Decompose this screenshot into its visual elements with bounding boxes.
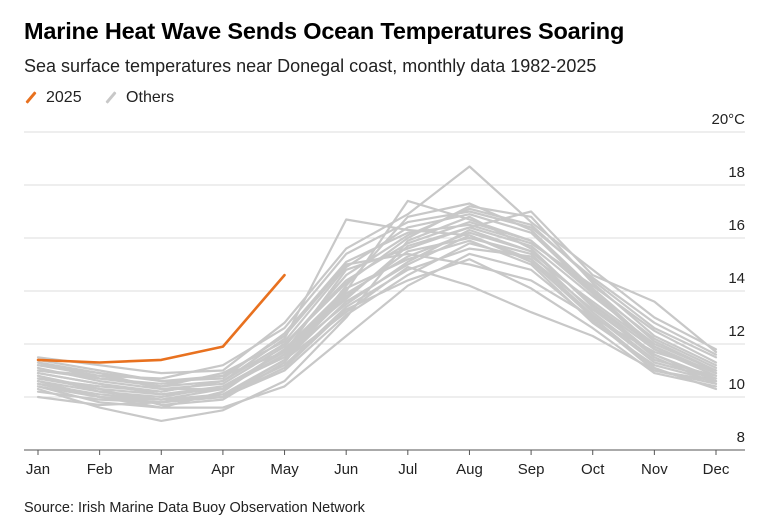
chart-title: Marine Heat Wave Sends Ocean Temperature…	[24, 18, 625, 44]
series-line-other-14	[36, 202, 718, 407]
x-tick-label-aug: Aug	[456, 461, 483, 478]
y-tick-label-12: 12	[728, 323, 745, 340]
x-tick-label-jan: Jan	[26, 461, 50, 478]
legend-item-others: Others	[104, 89, 174, 107]
legend: 2025 Others	[24, 86, 192, 108]
y-tick-label-18: 18	[728, 164, 745, 181]
y-tick-label-8: 8	[737, 429, 745, 446]
series-line-other-24	[36, 205, 718, 388]
y-tick-label-16: 16	[728, 217, 745, 234]
source-note: Source: Irish Marine Data Buoy Observati…	[24, 500, 365, 516]
series-line-other-19	[36, 165, 718, 375]
series-line-other-13	[36, 207, 718, 391]
other-years-series	[36, 165, 718, 422]
legend-label-others: Others	[126, 88, 175, 106]
x-tick-label-feb: Feb	[87, 461, 113, 478]
series-line-other-23	[36, 266, 718, 401]
x-tick-label-oct: Oct	[581, 461, 605, 478]
x-tick-label-mar: Mar	[148, 461, 174, 478]
x-axis: Jan Feb Mar Apr May Jun Jul Aug Sep Oct Nov Dec	[24, 449, 745, 478]
x-tick-label-jul: Jul	[398, 461, 417, 478]
x-tick-label-apr: Apr	[211, 461, 234, 478]
series-line-other-15	[36, 215, 718, 422]
series-line-other-22	[36, 210, 718, 396]
y-tick-label-20: 20°C	[711, 111, 745, 128]
x-tick-label-jun: Jun	[334, 461, 358, 478]
highlight-series	[36, 273, 286, 364]
series-line-other-16	[36, 210, 718, 380]
x-tick-label-may: May	[270, 461, 299, 478]
y-tick-label-14: 14	[728, 270, 745, 287]
y-axis-tick-labels: 8 10 12 14 16 18 20°C	[711, 111, 745, 446]
series-line-other-17	[36, 199, 718, 399]
x-tick-label-sep: Sep	[518, 461, 545, 478]
y-tick-label-10: 10	[728, 376, 745, 393]
chart-subtitle: Sea surface temperatures near Donegal co…	[24, 56, 597, 76]
legend-label-2025: 2025	[46, 88, 82, 106]
x-tick-label-nov: Nov	[641, 461, 668, 478]
series-line-other-20	[36, 258, 718, 404]
x-tick-label-dec: Dec	[703, 461, 730, 478]
legend-item-2025: 2025	[24, 89, 82, 107]
series-line-2025	[36, 273, 286, 364]
